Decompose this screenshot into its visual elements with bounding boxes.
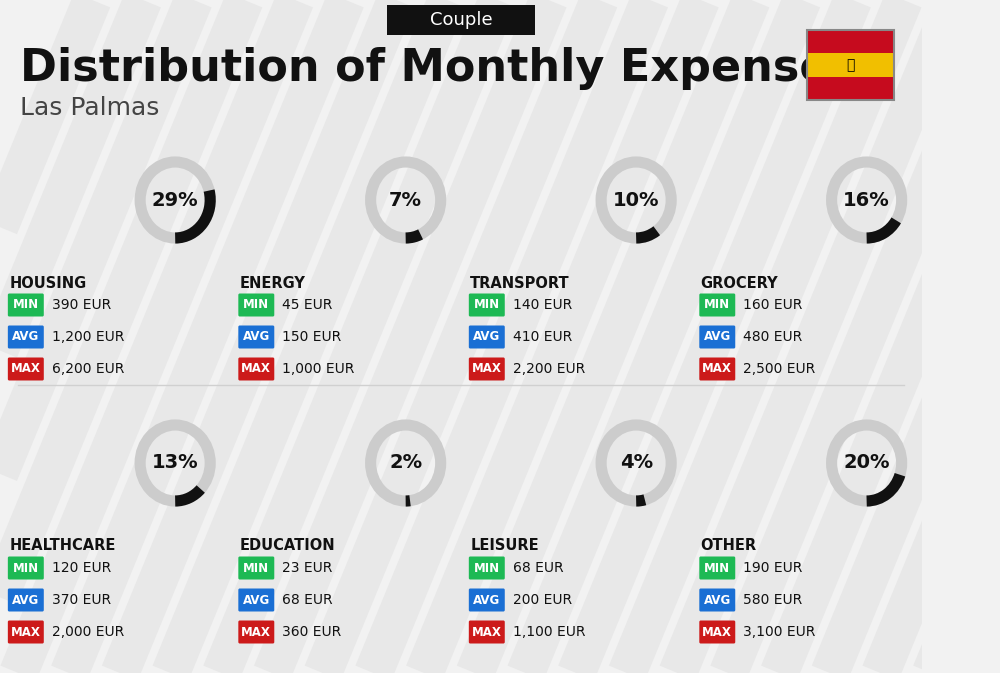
Text: 2,000 EUR: 2,000 EUR [52,625,124,639]
Text: MAX: MAX [472,625,502,639]
FancyBboxPatch shape [238,557,274,579]
Text: 160 EUR: 160 EUR [743,298,802,312]
Text: 4%: 4% [620,454,653,472]
Text: 16%: 16% [843,190,890,209]
FancyBboxPatch shape [238,293,274,316]
FancyBboxPatch shape [699,357,735,380]
Text: 190 EUR: 190 EUR [743,561,802,575]
FancyBboxPatch shape [8,621,44,643]
FancyBboxPatch shape [469,357,505,380]
Text: EDUCATION: EDUCATION [240,538,335,553]
Text: 2%: 2% [389,454,422,472]
Text: 13%: 13% [152,454,198,472]
Text: MIN: MIN [704,299,730,312]
Text: MIN: MIN [13,299,39,312]
Text: 2,500 EUR: 2,500 EUR [743,362,815,376]
Text: 45 EUR: 45 EUR [282,298,332,312]
Text: MAX: MAX [472,363,502,376]
Text: MIN: MIN [474,561,500,575]
Text: MAX: MAX [241,625,271,639]
FancyBboxPatch shape [469,588,505,612]
Text: MAX: MAX [11,625,41,639]
Text: MAX: MAX [11,363,41,376]
FancyBboxPatch shape [238,621,274,643]
Text: 29%: 29% [152,190,198,209]
Text: 1,000 EUR: 1,000 EUR [282,362,354,376]
FancyBboxPatch shape [238,588,274,612]
FancyBboxPatch shape [699,588,735,612]
FancyBboxPatch shape [8,357,44,380]
FancyBboxPatch shape [238,357,274,380]
Text: MIN: MIN [704,561,730,575]
Text: Couple: Couple [430,11,492,29]
FancyBboxPatch shape [699,326,735,349]
FancyBboxPatch shape [807,77,894,100]
FancyBboxPatch shape [8,293,44,316]
Text: AVG: AVG [473,330,500,343]
FancyBboxPatch shape [238,326,274,349]
Text: 1,200 EUR: 1,200 EUR [52,330,124,344]
Text: 6,200 EUR: 6,200 EUR [52,362,124,376]
Text: 410 EUR: 410 EUR [513,330,572,344]
FancyBboxPatch shape [469,293,505,316]
Text: 68 EUR: 68 EUR [282,593,333,607]
Text: MAX: MAX [241,363,271,376]
FancyBboxPatch shape [469,557,505,579]
FancyBboxPatch shape [699,557,735,579]
Text: AVG: AVG [473,594,500,606]
Text: 140 EUR: 140 EUR [513,298,572,312]
Text: 150 EUR: 150 EUR [282,330,341,344]
Text: MIN: MIN [243,299,269,312]
FancyBboxPatch shape [469,326,505,349]
Text: 20%: 20% [843,454,890,472]
FancyBboxPatch shape [699,621,735,643]
Text: HEALTHCARE: HEALTHCARE [9,538,116,553]
Text: MAX: MAX [702,363,732,376]
FancyBboxPatch shape [8,326,44,349]
FancyBboxPatch shape [8,557,44,579]
Text: 200 EUR: 200 EUR [513,593,572,607]
Text: 480 EUR: 480 EUR [743,330,802,344]
Text: AVG: AVG [704,330,731,343]
Text: 23 EUR: 23 EUR [282,561,332,575]
Text: 390 EUR: 390 EUR [52,298,111,312]
Text: 7%: 7% [389,190,422,209]
Text: 360 EUR: 360 EUR [282,625,341,639]
Text: MIN: MIN [243,561,269,575]
FancyBboxPatch shape [699,293,735,316]
Text: AVG: AVG [243,330,270,343]
FancyBboxPatch shape [807,30,894,53]
FancyBboxPatch shape [469,621,505,643]
Text: 3,100 EUR: 3,100 EUR [743,625,815,639]
FancyBboxPatch shape [8,588,44,612]
Text: 2,200 EUR: 2,200 EUR [513,362,585,376]
Text: OTHER: OTHER [701,538,757,553]
Text: MIN: MIN [13,561,39,575]
Text: LEISURE: LEISURE [470,538,539,553]
Text: Las Palmas: Las Palmas [20,96,160,120]
Text: TRANSPORT: TRANSPORT [470,275,570,291]
Text: 68 EUR: 68 EUR [513,561,563,575]
Text: 580 EUR: 580 EUR [743,593,802,607]
Text: AVG: AVG [243,594,270,606]
Text: AVG: AVG [704,594,731,606]
Text: 🏛: 🏛 [846,58,855,72]
FancyBboxPatch shape [807,53,894,77]
Text: ENERGY: ENERGY [240,275,306,291]
Text: MIN: MIN [474,299,500,312]
Text: 370 EUR: 370 EUR [52,593,111,607]
Text: AVG: AVG [12,594,39,606]
Text: HOUSING: HOUSING [9,275,86,291]
Text: 1,100 EUR: 1,100 EUR [513,625,585,639]
Text: Distribution of Monthly Expenses: Distribution of Monthly Expenses [20,46,856,90]
Text: 10%: 10% [613,190,659,209]
Text: AVG: AVG [12,330,39,343]
Text: MAX: MAX [702,625,732,639]
FancyBboxPatch shape [387,5,535,35]
Text: GROCERY: GROCERY [701,275,778,291]
Text: 120 EUR: 120 EUR [52,561,111,575]
